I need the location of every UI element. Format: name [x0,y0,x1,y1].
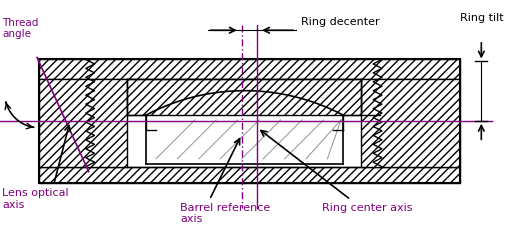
Bar [39,59,459,79]
Text: Lens optical
axis: Lens optical axis [2,188,68,210]
Text: Thread
angle: Thread angle [2,17,38,39]
Text: Barrel reference
axis: Barrel reference axis [180,203,270,224]
Bar [39,79,126,167]
Text: Ring tilt: Ring tilt [459,13,502,23]
Bar [39,59,459,183]
Bar [360,79,459,167]
Bar [126,79,360,115]
Bar [39,167,459,183]
Text: Ring decenter: Ring decenter [300,17,379,27]
Text: Ring center axis: Ring center axis [321,203,411,213]
